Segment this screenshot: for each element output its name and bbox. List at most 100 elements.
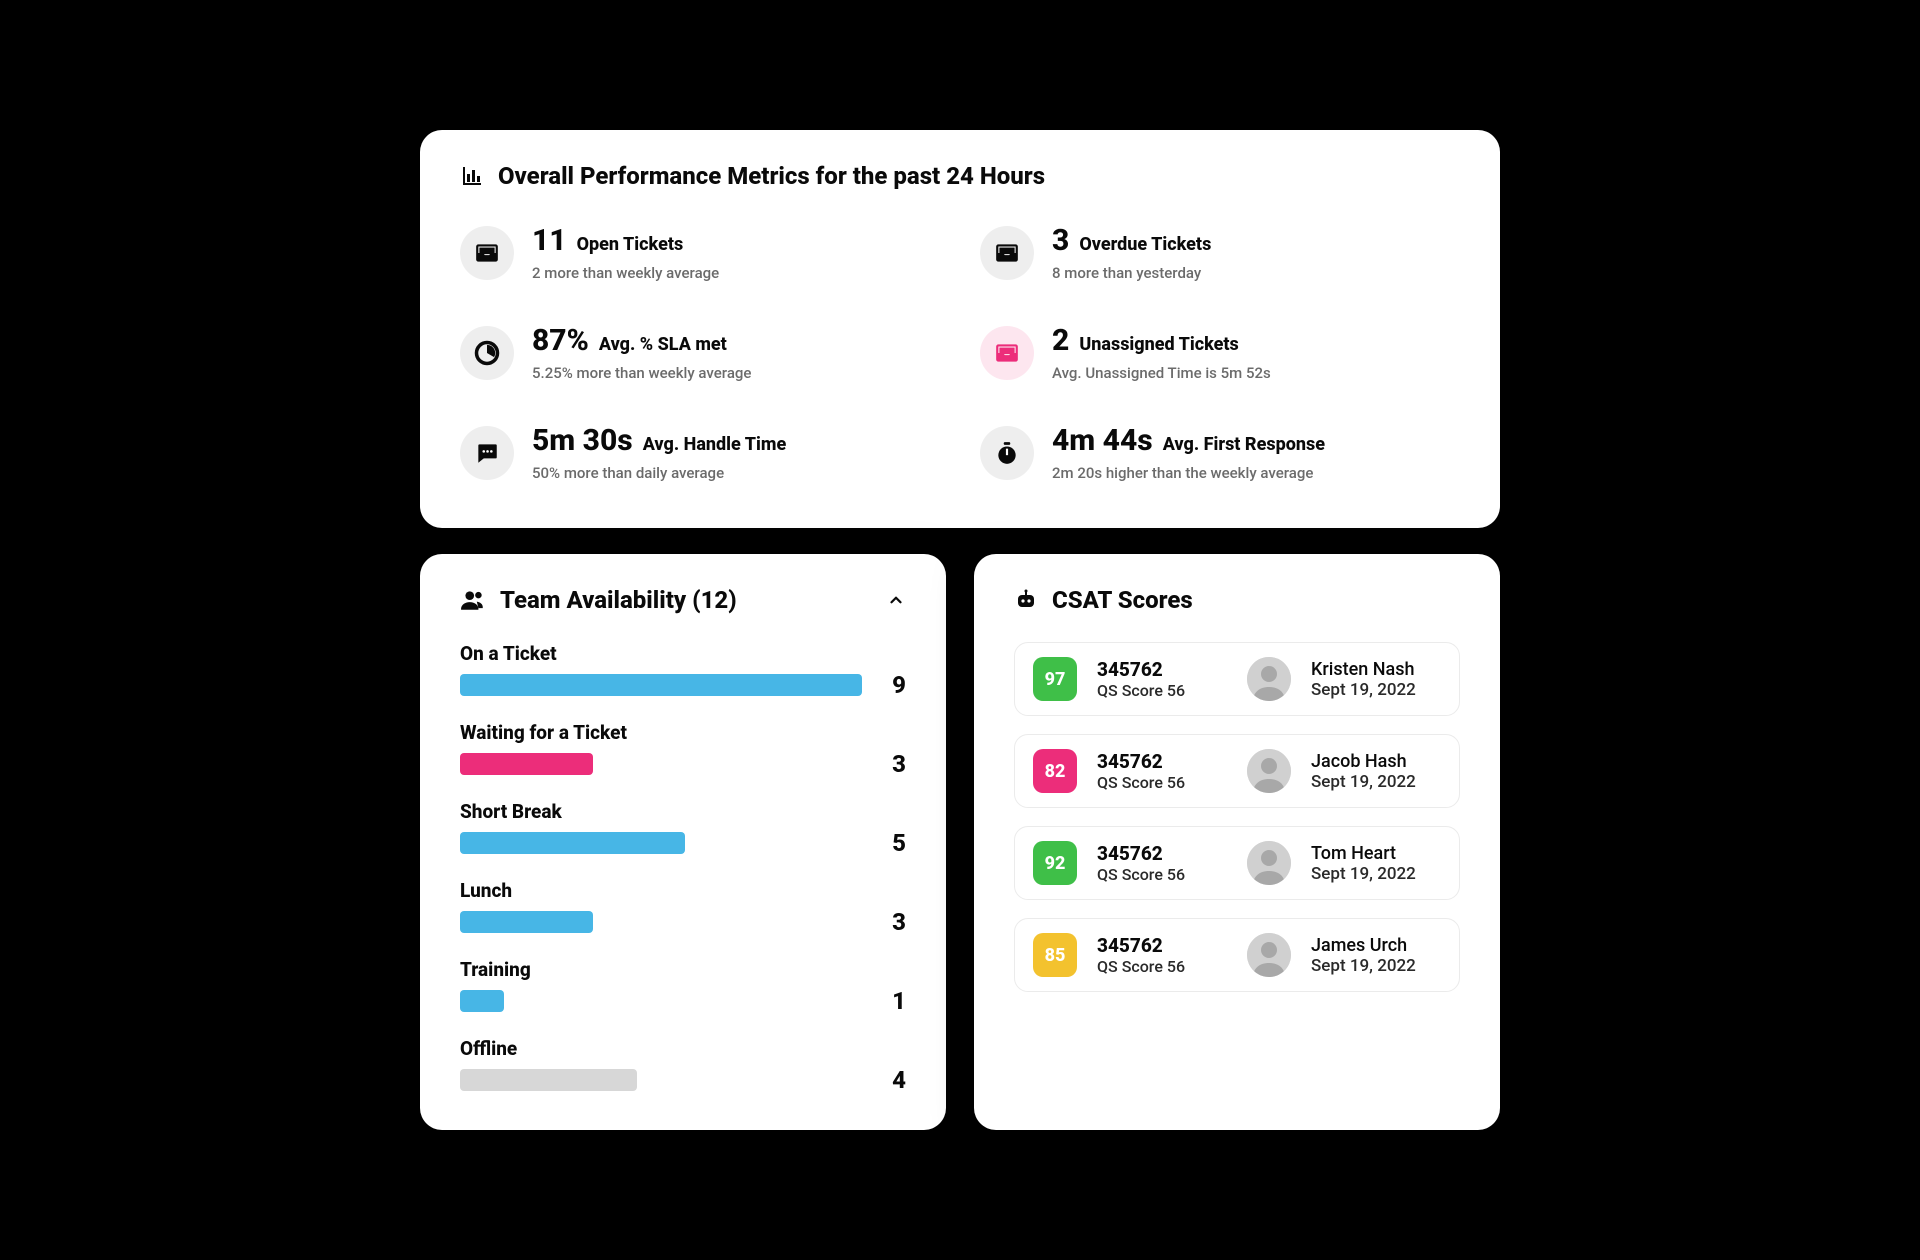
availability-bar-fill: [460, 753, 593, 775]
availability-list: On a Ticket 9 Waiting for a Ticket3 Short B…: [460, 642, 906, 1094]
metric-unassigned: 2 Unassigned Tickets Avg. Unassigned Time …: [980, 326, 1460, 382]
metric-value: 4m 44s: [1052, 426, 1153, 456]
avatar: [1247, 841, 1291, 885]
metric-label: Unassigned Tickets: [1079, 334, 1238, 355]
availability-bar-track: [460, 753, 862, 775]
availability-bar-fill: [460, 911, 593, 933]
metrics-grid: 11 Open Tickets 2 more than weekly average…: [460, 218, 1460, 492]
chevron-up-icon[interactable]: [886, 590, 906, 610]
metric-sla_met: 87% Avg. % SLA met 5.25% more than weekly …: [460, 326, 940, 382]
availability-bar-track: [460, 1069, 862, 1091]
metric-value: 11: [532, 226, 567, 256]
csat-ticket-id: 345762: [1097, 750, 1227, 773]
availability-item-count: 4: [878, 1066, 906, 1094]
csat-score-badge: 82: [1033, 749, 1077, 793]
availability-bar-track: [460, 832, 862, 854]
metric-label: Avg. % SLA met: [599, 334, 727, 355]
csat-agent-name: James Urch: [1311, 935, 1416, 956]
inbox-icon: [980, 226, 1034, 280]
metric-label: Open Tickets: [577, 234, 684, 255]
csat-date: Sept 19, 2022: [1311, 772, 1416, 792]
csat-date: Sept 19, 2022: [1311, 680, 1416, 700]
metric-label: Avg. Handle Time: [643, 434, 787, 455]
availability-bar-track: [460, 911, 862, 933]
metric-subtext: 2 more than weekly average: [532, 264, 719, 282]
avatar: [1247, 657, 1291, 701]
metric-value: 3: [1052, 226, 1069, 256]
availability-bar-fill: [460, 674, 862, 696]
metric-handle_time: 5m 30s Avg. Handle Time 50% more than dail…: [460, 426, 940, 482]
csat-list: 97345762QS Score 56Kristen NashSept 19, …: [1014, 642, 1460, 992]
metric-value: 5m 30s: [532, 426, 633, 456]
metric-label: Avg. First Response: [1163, 434, 1325, 455]
availability-item-count: 1: [878, 987, 906, 1015]
csat-qs-score: QS Score 56: [1097, 957, 1227, 976]
inbox-icon: [460, 226, 514, 280]
csat-score-badge: 92: [1033, 841, 1077, 885]
availability-item-name: Lunch: [460, 879, 906, 902]
availability-bar-track: [460, 674, 862, 696]
availability-item-name: On a Ticket: [460, 642, 906, 665]
csat-agent-name: Tom Heart: [1311, 843, 1416, 864]
csat-agent-name: Kristen Nash: [1311, 659, 1416, 680]
availability-item: On a Ticket 9: [460, 642, 906, 699]
stopwatch-icon: [980, 426, 1034, 480]
performance-title: Overall Performance Metrics for the past…: [498, 162, 1045, 190]
metric-subtext: 2m 20s higher than the weekly average: [1052, 464, 1325, 482]
availability-header: Team Availability (12): [460, 586, 906, 614]
metric-subtext: 8 more than yesterday: [1052, 264, 1211, 282]
availability-item: Lunch3: [460, 879, 906, 936]
metric-subtext: Avg. Unassigned Time is 5m 52s: [1052, 364, 1271, 382]
availability-item-name: Training: [460, 958, 906, 981]
metric-subtext: 5.25% more than weekly average: [532, 364, 751, 382]
csat-agent-name: Jacob Hash: [1311, 751, 1416, 772]
availability-item: Training 1: [460, 958, 906, 1015]
bot-icon: [1014, 588, 1038, 612]
bar-chart-icon: [460, 164, 484, 188]
csat-score-badge: 85: [1033, 933, 1077, 977]
availability-item-count: 3: [878, 750, 906, 778]
inbox-icon: [980, 326, 1034, 380]
availability-bar-fill: [460, 832, 685, 854]
availability-item-name: Short Break: [460, 800, 906, 823]
csat-qs-score: QS Score 56: [1097, 865, 1227, 884]
csat-date: Sept 19, 2022: [1311, 864, 1416, 884]
avatar: [1247, 933, 1291, 977]
csat-item[interactable]: 92 345762QS Score 56 Tom HeartSept 19, 202…: [1014, 826, 1460, 900]
csat-item[interactable]: 82345762QS Score 56Jacob HashSept 19, 20…: [1014, 734, 1460, 808]
availability-item-count: 9: [878, 671, 906, 699]
metric-value: 2: [1052, 326, 1069, 356]
metric-subtext: 50% more than daily average: [532, 464, 786, 482]
metric-open_tickets: 11 Open Tickets 2 more than weekly average: [460, 226, 940, 282]
csat-ticket-id: 345762: [1097, 934, 1227, 957]
availability-item: Short Break 5: [460, 800, 906, 857]
availability-item: Waiting for a Ticket3: [460, 721, 906, 778]
availability-bar-track: [460, 990, 862, 1012]
metric-value: 87%: [532, 326, 589, 356]
people-icon: [460, 587, 486, 613]
availability-bar-fill: [460, 990, 504, 1012]
csat-item[interactable]: 85 345762QS Score 56 James UrchSept 19, 20…: [1014, 918, 1460, 992]
avatar: [1247, 749, 1291, 793]
metric-first_response: 4m 44s Avg. First Response 2m 20s higher t…: [980, 426, 1460, 482]
csat-header: CSAT Scores: [1014, 586, 1460, 614]
csat-item[interactable]: 97 345762QS Score 56 Kristen NashSept 19, …: [1014, 642, 1460, 716]
metric-label: Overdue Tickets: [1079, 234, 1211, 255]
csat-qs-score: QS Score 56: [1097, 681, 1227, 700]
csat-ticket-id: 345762: [1097, 658, 1227, 681]
performance-header: Overall Performance Metrics for the past…: [460, 162, 1460, 190]
performance-card: Overall Performance Metrics for the past…: [420, 130, 1500, 528]
csat-card: CSAT Scores 97345762QS Score 56Kristen N…: [974, 554, 1500, 1130]
availability-item-name: Offline: [460, 1037, 906, 1060]
chat-icon: [460, 426, 514, 480]
metric-overdue_tickets: 3 Overdue Tickets 8 more than yesterday: [980, 226, 1460, 282]
availability-title: Team Availability (12): [500, 586, 737, 614]
csat-date: Sept 19, 2022: [1311, 956, 1416, 976]
csat-ticket-id: 345762: [1097, 842, 1227, 865]
csat-title: CSAT Scores: [1052, 586, 1193, 614]
availability-item: Offline 4: [460, 1037, 906, 1094]
csat-score-badge: 97: [1033, 657, 1077, 701]
availability-card: Team Availability (12) On a Ticket 9 Waiti…: [420, 554, 946, 1130]
dashboard: Overall Performance Metrics for the past…: [420, 130, 1500, 1130]
availability-item-count: 5: [878, 829, 906, 857]
